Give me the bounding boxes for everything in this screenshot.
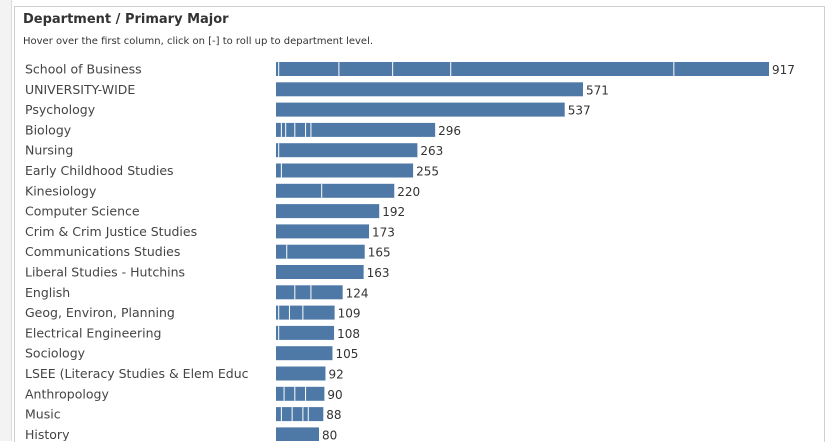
bar[interactable] <box>276 346 333 361</box>
category-label[interactable]: Biology <box>25 122 72 137</box>
category-label[interactable]: School of Business <box>25 62 142 77</box>
category-label[interactable]: English <box>25 285 70 300</box>
value-label: 192 <box>382 205 405 219</box>
category-label[interactable]: UNIVERSITY-WIDE <box>25 82 135 97</box>
chart-subtitle: Hover over the first column, click on [-… <box>23 36 374 47</box>
bar[interactable] <box>276 427 320 441</box>
value-label: 88 <box>326 408 341 422</box>
category-label[interactable]: Communications Studies <box>25 244 180 259</box>
chart-panel: Department / Primary Major Hover over th… <box>14 6 825 442</box>
value-label: 220 <box>397 185 420 199</box>
bar[interactable] <box>276 183 395 198</box>
category-label[interactable]: Psychology <box>25 102 96 117</box>
value-label: 124 <box>346 286 369 300</box>
category-label[interactable]: Music <box>25 407 61 422</box>
value-label: 296 <box>438 124 461 138</box>
category-label[interactable]: Crim & Crim Justice Studies <box>25 224 197 239</box>
category-label[interactable]: Sociology <box>25 346 86 361</box>
value-label: 163 <box>367 266 390 280</box>
bar[interactable] <box>276 305 335 320</box>
category-label[interactable]: Nursing <box>25 143 73 158</box>
value-label: 537 <box>568 104 591 118</box>
bar[interactable] <box>276 366 326 381</box>
chart-title: Department / Primary Major <box>23 12 229 27</box>
value-label: 92 <box>328 368 343 382</box>
value-label: 109 <box>338 307 361 321</box>
bar[interactable] <box>276 62 769 76</box>
value-label: 105 <box>335 347 358 361</box>
left-gutter <box>0 0 12 441</box>
bar[interactable] <box>276 265 364 279</box>
value-label: 255 <box>416 165 439 179</box>
bar[interactable] <box>276 82 583 97</box>
bar[interactable] <box>276 386 325 401</box>
bar[interactable] <box>276 407 324 422</box>
bar[interactable] <box>276 224 370 239</box>
value-label: 165 <box>368 246 391 260</box>
bar[interactable] <box>276 163 414 178</box>
value-label: 173 <box>372 225 395 239</box>
bar[interactable] <box>276 143 418 158</box>
bar[interactable] <box>276 122 436 137</box>
value-label: 917 <box>772 63 795 77</box>
category-label[interactable]: Geog, Environ, Planning <box>25 305 175 320</box>
value-label: 90 <box>327 388 342 402</box>
category-label[interactable]: Liberal Studies - Hutchins <box>25 265 185 280</box>
bar[interactable] <box>276 102 565 117</box>
bar[interactable] <box>276 325 335 340</box>
value-label: 80 <box>322 428 337 441</box>
bar[interactable] <box>276 285 343 300</box>
category-label[interactable]: Anthropology <box>25 386 109 401</box>
bar[interactable] <box>276 244 365 259</box>
category-label[interactable]: History <box>25 427 70 441</box>
category-label[interactable]: Early Childhood Studies <box>25 163 174 178</box>
bar[interactable] <box>276 204 380 219</box>
value-label: 263 <box>420 144 443 158</box>
category-label[interactable]: LSEE (Literacy Studies & Elem Educ <box>25 366 249 381</box>
category-label[interactable]: Electrical Engineering <box>25 325 161 340</box>
category-label[interactable]: Kinesiology <box>25 183 97 198</box>
category-label[interactable]: Computer Science <box>25 204 140 219</box>
value-label: 571 <box>586 83 609 97</box>
value-label: 108 <box>337 327 360 341</box>
